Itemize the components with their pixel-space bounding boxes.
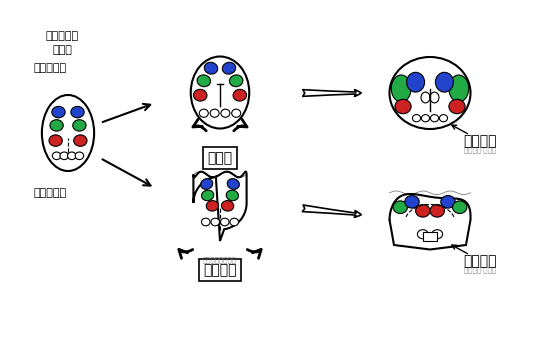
Ellipse shape: [52, 152, 61, 160]
Ellipse shape: [197, 75, 211, 87]
Text: だいのう ひしつ: だいのう ひしつ: [464, 147, 496, 153]
Text: だいのう ひしつ: だいのう ひしつ: [464, 267, 496, 273]
Ellipse shape: [206, 200, 218, 211]
Ellipse shape: [221, 218, 229, 226]
Text: 硬骨魚類: 硬骨魚類: [204, 263, 236, 277]
Bar: [423, 232, 437, 241]
Ellipse shape: [406, 72, 425, 92]
Ellipse shape: [221, 109, 230, 117]
Ellipse shape: [71, 106, 84, 118]
Ellipse shape: [389, 57, 470, 129]
Ellipse shape: [49, 135, 62, 146]
Ellipse shape: [222, 200, 234, 211]
Ellipse shape: [191, 57, 249, 129]
Text: こうこつぎょるい: こうこつぎょるい: [203, 257, 237, 263]
Ellipse shape: [75, 152, 84, 160]
Text: 大脳皮質: 大脳皮質: [463, 254, 497, 268]
Ellipse shape: [50, 120, 63, 131]
Ellipse shape: [405, 195, 419, 208]
Ellipse shape: [416, 204, 430, 217]
Ellipse shape: [73, 120, 86, 131]
Ellipse shape: [201, 218, 210, 226]
Ellipse shape: [431, 115, 438, 122]
Ellipse shape: [68, 152, 76, 160]
Text: 大脳皮質: 大脳皮質: [463, 134, 497, 148]
Ellipse shape: [453, 201, 467, 213]
Ellipse shape: [222, 62, 236, 74]
Ellipse shape: [194, 90, 207, 101]
Ellipse shape: [421, 115, 430, 122]
Ellipse shape: [432, 230, 443, 239]
Ellipse shape: [417, 230, 428, 239]
Text: 哺乳類: 哺乳類: [207, 151, 233, 165]
Ellipse shape: [439, 115, 448, 122]
Ellipse shape: [449, 75, 469, 102]
Ellipse shape: [226, 190, 239, 200]
Ellipse shape: [74, 135, 87, 146]
Ellipse shape: [229, 75, 243, 87]
Ellipse shape: [230, 218, 239, 226]
Ellipse shape: [391, 75, 411, 102]
Ellipse shape: [436, 72, 453, 92]
Ellipse shape: [227, 179, 239, 189]
Polygon shape: [389, 194, 470, 250]
Ellipse shape: [201, 190, 214, 200]
Ellipse shape: [449, 99, 465, 114]
Text: 背（上）側: 背（上）側: [34, 188, 67, 198]
Ellipse shape: [441, 195, 455, 208]
Ellipse shape: [430, 92, 439, 103]
Ellipse shape: [60, 152, 69, 160]
Ellipse shape: [233, 90, 246, 101]
Ellipse shape: [199, 109, 208, 117]
Ellipse shape: [52, 106, 65, 118]
Ellipse shape: [211, 218, 219, 226]
Ellipse shape: [393, 201, 408, 213]
Ellipse shape: [421, 92, 430, 103]
Ellipse shape: [395, 99, 411, 114]
Ellipse shape: [430, 204, 444, 217]
Polygon shape: [194, 172, 246, 241]
Text: 腹（下）側: 腹（下）側: [34, 63, 67, 73]
Ellipse shape: [232, 109, 241, 117]
Text: 発達中の脳
断面図: 発達中の脳 断面図: [46, 32, 79, 55]
Ellipse shape: [210, 109, 219, 117]
Ellipse shape: [412, 115, 421, 122]
Ellipse shape: [204, 62, 218, 74]
Ellipse shape: [201, 179, 213, 189]
